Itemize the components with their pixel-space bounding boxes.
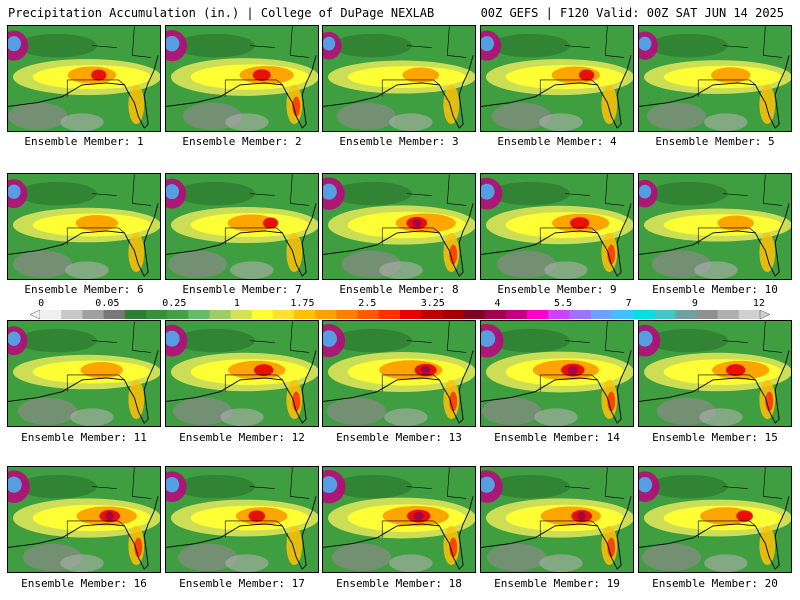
colorbar-segment [40, 310, 62, 319]
colorbar-tick-label: 4 [494, 298, 501, 309]
ensemble-member-label: Ensemble Member: 18 [336, 577, 462, 590]
ensemble-member-label: Ensemble Member: 14 [494, 431, 620, 444]
ensemble-member-map [480, 466, 634, 573]
ensemble-member-map [7, 25, 161, 132]
colorbar-tick-label: 12 [752, 298, 765, 309]
ensemble-member-label: Ensemble Member: 17 [179, 577, 305, 590]
ensemble-member-label: Ensemble Member: 13 [336, 431, 462, 444]
colorbar-segment [717, 310, 740, 319]
ensemble-member-map [7, 320, 161, 427]
colorbar-tick-label: 9 [691, 298, 698, 309]
ensemble-member-label: Ensemble Member: 15 [652, 431, 778, 444]
ensemble-member-label: Ensemble Member: 19 [494, 577, 620, 590]
map-title: Precipitation Accumulation (in.) | Colle… [8, 6, 435, 20]
colorbar-segment [61, 310, 83, 319]
colorbar-segment [505, 310, 528, 319]
colorbar-segment [167, 310, 189, 319]
ensemble-member-label: Ensemble Member: 1 [24, 135, 144, 148]
ensemble-member-label: Ensemble Member: 12 [179, 431, 305, 444]
colorbar-segment [294, 310, 316, 319]
ensemble-member-label: Ensemble Member: 4 [497, 135, 617, 148]
colorbar-tick-label: 0 [38, 298, 45, 309]
colorbar-segment [272, 310, 295, 319]
colorbar-segment [315, 310, 337, 319]
colorbar-segment [442, 310, 465, 319]
colorbar-segment [569, 310, 592, 319]
colorbar-segment [484, 310, 507, 319]
ensemble-member-label: Ensemble Member: 8 [339, 283, 459, 296]
ensemble-member-label: Ensemble Member: 3 [339, 135, 459, 148]
colorbar-tick-label: 1 [233, 298, 240, 309]
colorbar-segment [378, 310, 401, 319]
ensemble-member-map [638, 466, 792, 573]
ensemble-member-map [7, 173, 161, 280]
colorbar-segment [611, 310, 634, 319]
ensemble-member-label: Ensemble Member: 5 [655, 135, 775, 148]
ensemble-member-label: Ensemble Member: 2 [182, 135, 302, 148]
colorbar-segment [696, 310, 719, 319]
colorbar-segment [82, 310, 105, 319]
ensemble-member-map [165, 173, 319, 280]
colorbar-tick-label: 3.25 [420, 298, 445, 309]
ensemble-member-map [480, 320, 634, 427]
colorbar-segment [632, 310, 655, 319]
ensemble-member-map [638, 320, 792, 427]
colorbar-segment [209, 310, 232, 319]
colorbar-segment [124, 310, 147, 319]
colorbar-segment [336, 310, 359, 319]
colorbar-segment [590, 310, 613, 319]
colorbar-segment [230, 310, 253, 319]
colorbar-right-arrow [759, 310, 770, 319]
ensemble-member-label: Ensemble Member: 16 [21, 577, 147, 590]
colorbar-segment [463, 310, 486, 319]
ensemble-member-map [322, 320, 476, 427]
colorbar-segment [145, 310, 168, 319]
precipitation-colorbar [30, 310, 770, 319]
colorbar-tick-label: 1.75 [290, 298, 315, 309]
colorbar-segment [400, 310, 422, 319]
ensemble-member-label: Ensemble Member: 9 [497, 283, 617, 296]
ensemble-member-label: Ensemble Member: 6 [24, 283, 144, 296]
colorbar-segment [251, 310, 274, 319]
ensemble-member-map [480, 25, 634, 132]
colorbar-left-arrow [30, 310, 41, 319]
colorbar-segment [738, 310, 761, 319]
ensemble-member-map [480, 173, 634, 280]
colorbar-tick-label: 5.5 [554, 298, 573, 309]
colorbar-tick-label: 2.5 [358, 298, 377, 309]
ensemble-member-map [7, 466, 161, 573]
ensemble-member-map [322, 466, 476, 573]
model-valid-time: 00Z GEFS | F120 Valid: 00Z SAT JUN 14 20… [480, 6, 784, 20]
ensemble-member-map [165, 466, 319, 573]
colorbar-tick-labels: 0 0.05 0.25 1 1.75 2.5 3.25 4 5.5 7 9 12 [0, 298, 800, 310]
colorbar-segment [357, 310, 380, 319]
ensemble-member-map [638, 173, 792, 280]
ensemble-member-label: Ensemble Member: 20 [652, 577, 778, 590]
ensemble-member-map [638, 25, 792, 132]
colorbar-segment [548, 310, 570, 319]
ensemble-member-map [165, 320, 319, 427]
ensemble-member-map [322, 173, 476, 280]
colorbar-segment [527, 310, 549, 319]
colorbar-tick-label: 0.05 [95, 298, 120, 309]
colorbar-tick-label: 0.25 [162, 298, 187, 309]
colorbar-segment [654, 310, 676, 319]
colorbar-segment [103, 310, 126, 319]
colorbar-tick-label: 7 [625, 298, 632, 309]
ensemble-member-label: Ensemble Member: 11 [21, 431, 147, 444]
ensemble-member-map [322, 25, 476, 132]
ensemble-member-label: Ensemble Member: 7 [182, 283, 302, 296]
ensemble-member-label: Ensemble Member: 10 [652, 283, 778, 296]
colorbar-segment [675, 310, 697, 319]
colorbar-segment [188, 310, 210, 319]
colorbar-segment [421, 310, 443, 319]
ensemble-member-map [165, 25, 319, 132]
